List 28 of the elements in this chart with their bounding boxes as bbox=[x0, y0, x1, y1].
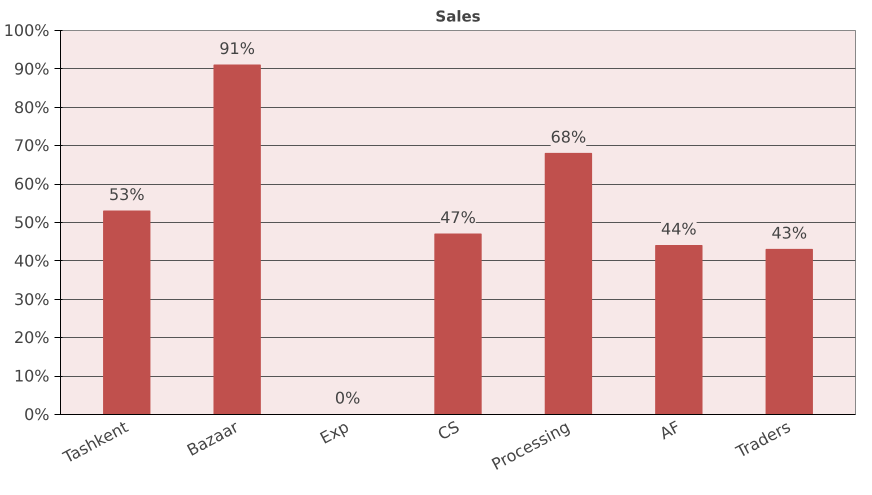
x-tick-label: Exp bbox=[316, 417, 352, 448]
x-tick-label: AF bbox=[656, 417, 684, 444]
bar bbox=[544, 152, 592, 414]
bar bbox=[655, 245, 703, 414]
bar bbox=[213, 64, 261, 414]
data-label: 68% bbox=[550, 127, 586, 146]
data-label: 91% bbox=[219, 39, 255, 58]
data-label: 53% bbox=[108, 184, 145, 204]
data-label: 43% bbox=[771, 223, 808, 242]
y-tick-label: 100% bbox=[4, 21, 50, 40]
y-tick-label: 50% bbox=[14, 213, 50, 232]
x-tick-label: CS bbox=[434, 417, 462, 444]
data-label: 0% bbox=[334, 388, 360, 408]
y-tick-label: 0% bbox=[24, 405, 50, 424]
y-tick-label: 40% bbox=[14, 251, 50, 270]
chart-title: Sales bbox=[435, 8, 481, 26]
data-label: 47% bbox=[440, 208, 476, 228]
bar bbox=[766, 248, 813, 414]
y-tick-label: 70% bbox=[14, 136, 50, 156]
y-tick-label: 80% bbox=[14, 98, 50, 117]
data-label: 44% bbox=[661, 220, 697, 239]
y-tick-label: 20% bbox=[14, 328, 50, 348]
bar bbox=[434, 234, 482, 414]
bar bbox=[103, 210, 150, 414]
y-tick-label: 30% bbox=[14, 290, 50, 309]
y-tick-label: 90% bbox=[14, 59, 50, 78]
y-tick-label: 60% bbox=[14, 174, 50, 194]
y-tick-label: 10% bbox=[14, 366, 50, 386]
